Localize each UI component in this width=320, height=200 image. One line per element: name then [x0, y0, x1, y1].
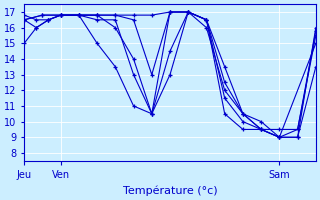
X-axis label: Température (°c): Température (°c)	[123, 185, 217, 196]
